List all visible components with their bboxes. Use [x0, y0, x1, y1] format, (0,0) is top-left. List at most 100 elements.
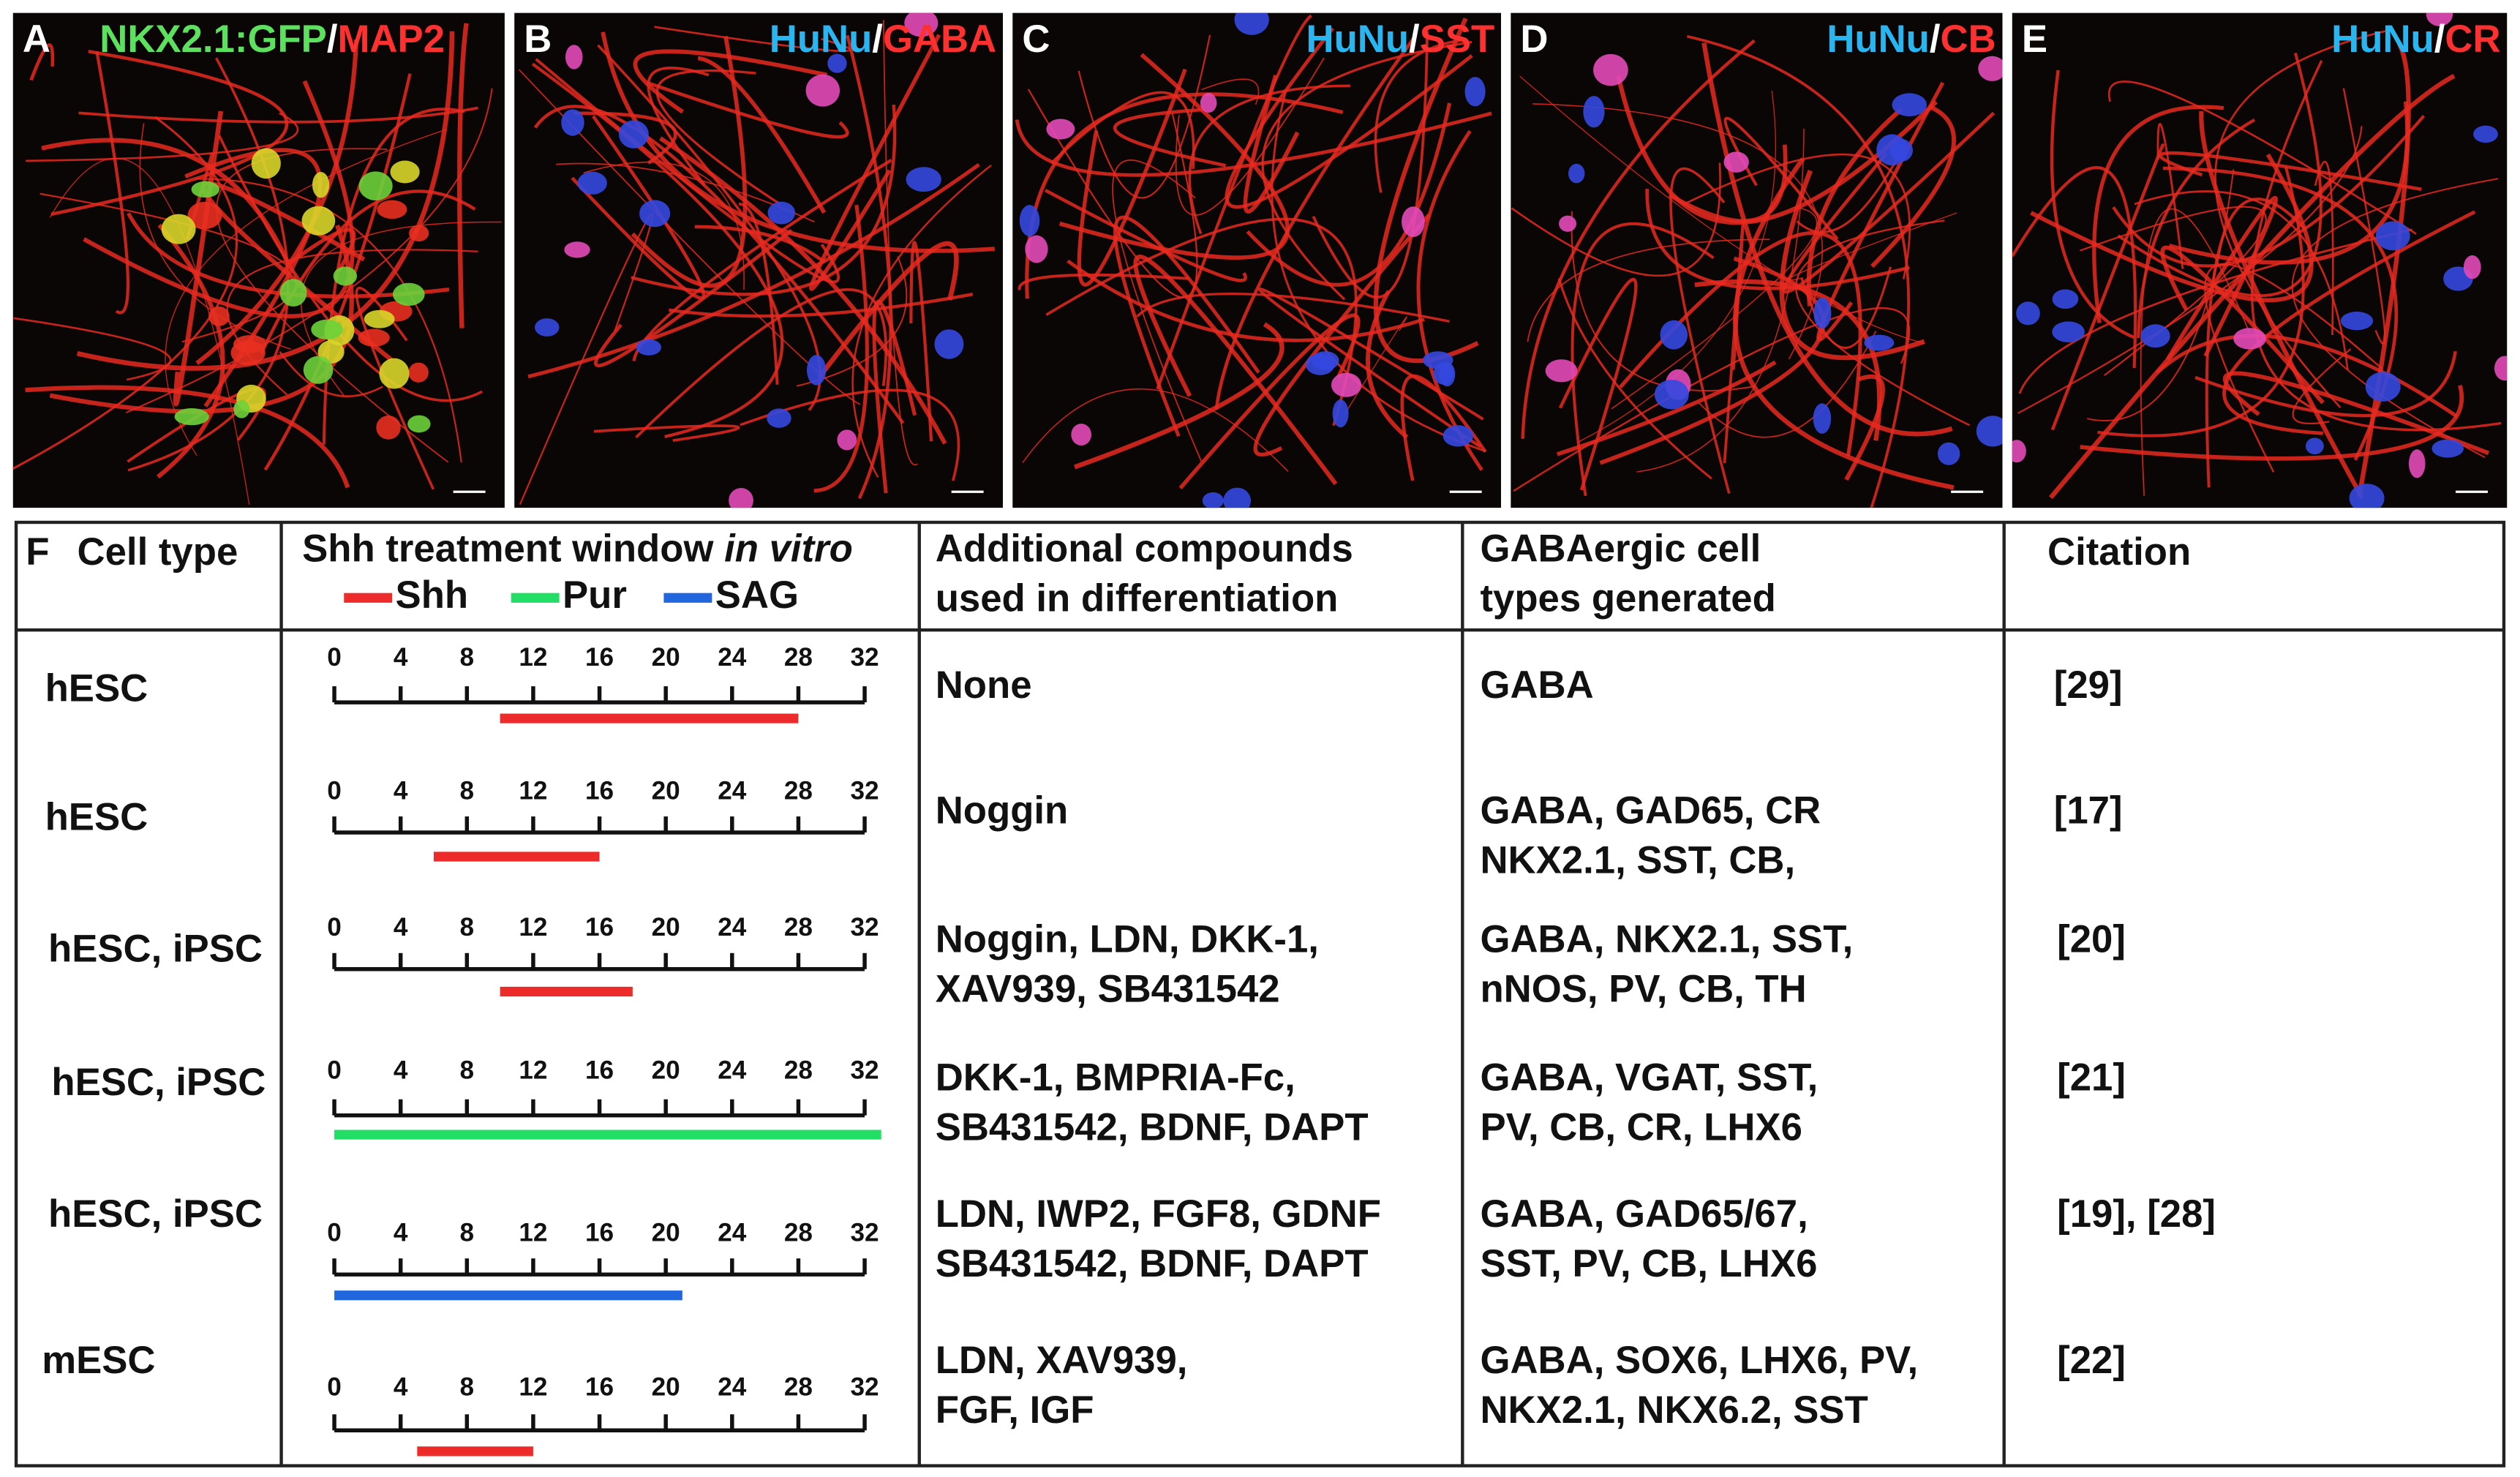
neurite	[1619, 231, 1862, 456]
neurite	[654, 26, 851, 53]
tick-label: 20	[652, 1219, 680, 1247]
neurite	[2050, 69, 2135, 339]
neurite	[1698, 331, 1877, 438]
neurite	[2080, 385, 2464, 461]
cell-body	[1046, 119, 1075, 140]
cell-body	[333, 266, 358, 286]
citation: [22]	[2057, 1339, 2126, 1382]
neurite	[1844, 374, 1885, 481]
neurite	[1723, 116, 1839, 240]
cell-body	[618, 120, 649, 149]
cell-body	[807, 355, 827, 386]
tick-label: 8	[460, 913, 475, 942]
cell-body	[301, 206, 336, 236]
neurite	[279, 351, 383, 397]
cell-body	[2233, 328, 2266, 350]
neurite	[647, 80, 849, 139]
micrograph-content	[1012, 12, 1502, 508]
neurite	[1243, 74, 1300, 214]
compounds: SB431542, BDNF, DAPT	[936, 1105, 1369, 1149]
cell-body	[1654, 379, 1689, 410]
neurite	[78, 106, 478, 124]
tick-label: 32	[851, 1372, 879, 1401]
neurite	[2160, 245, 2325, 405]
cell-body	[805, 74, 840, 107]
neurite	[2117, 52, 2322, 298]
cell-body	[934, 329, 964, 359]
citation: [21]	[2057, 1056, 2126, 1099]
cell-body	[161, 214, 196, 244]
micrograph: A NKX2.1:GFP/MAP2	[12, 12, 505, 508]
neurite	[527, 163, 980, 379]
cell-body	[827, 53, 847, 73]
neurite	[1246, 102, 1452, 287]
tick-label: 8	[460, 1372, 475, 1401]
cell-body	[1234, 12, 1269, 35]
cell-body	[1464, 77, 1486, 107]
neurite	[518, 69, 861, 405]
tick-label: 24	[718, 1372, 747, 1401]
column-header: GABAergic cell	[1480, 527, 1761, 570]
compounds: Noggin, LDN, DKK-1,	[936, 917, 1319, 961]
neurite	[1113, 108, 1227, 168]
neurite	[1557, 278, 1712, 480]
tick-label: 12	[519, 913, 547, 942]
generated-types: GABA, GAD65, CR	[1480, 789, 1821, 833]
tick-label: 28	[784, 1372, 813, 1401]
label-part: MAP2	[337, 18, 444, 61]
cell-body	[1978, 56, 2003, 81]
neurite	[2097, 166, 2305, 437]
cell-body	[906, 167, 941, 192]
cell-body	[377, 200, 407, 219]
tick-label: 4	[394, 1372, 408, 1401]
cell-body	[2365, 372, 2401, 402]
tick-label: 20	[652, 913, 680, 942]
cell-body	[2375, 221, 2410, 251]
neurite	[1018, 273, 1189, 290]
neurite	[2166, 195, 2278, 361]
neurite	[1271, 91, 1486, 453]
cell-body	[2494, 356, 2508, 381]
neurite	[1214, 37, 1415, 410]
cell-body	[2012, 440, 2026, 463]
cell-body	[1813, 297, 1832, 328]
neurite	[813, 204, 869, 493]
neurite	[846, 34, 892, 500]
neurite	[631, 104, 897, 296]
neurite	[2222, 210, 2476, 435]
cell-body	[409, 225, 429, 242]
panel-label: HuNu/SST	[1306, 18, 1495, 61]
tick-label: 4	[394, 1219, 408, 1247]
neurite	[2194, 350, 2457, 418]
neurite	[195, 178, 462, 463]
micrograph: B HuNu/GABA	[514, 12, 1003, 508]
neurite	[1374, 39, 1462, 193]
neurite	[2050, 143, 2164, 431]
panel-label: HuNu/CR	[2331, 18, 2500, 61]
neurite	[49, 157, 250, 506]
cell-body	[1568, 163, 1585, 184]
neurite	[1136, 292, 1450, 323]
tick-label: 28	[784, 776, 813, 805]
panel-letter: C	[1022, 18, 1050, 61]
cell-body	[379, 358, 410, 389]
neurite	[1645, 189, 1910, 290]
micrograph-background	[12, 12, 505, 508]
generated-types: GABA, VGAT, SST,	[1480, 1056, 1818, 1099]
neurite	[1175, 57, 1325, 216]
cell-body	[1402, 206, 1425, 238]
tick-label: 24	[718, 643, 747, 672]
tick-label: 12	[519, 1219, 547, 1247]
neurite	[1366, 290, 1409, 439]
label-part: HuNu	[770, 18, 873, 61]
neurite	[694, 225, 826, 264]
tick-label: 24	[718, 776, 747, 805]
generated-types: GABA, NKX2.1, SST,	[1480, 917, 1853, 961]
cell-body	[1545, 359, 1578, 383]
cell-body	[376, 416, 401, 440]
neurite	[83, 80, 355, 319]
neurite	[1795, 219, 1971, 426]
cell-type: hESC, iPSC	[51, 1061, 266, 1104]
compounds: LDN, IWP2, FGF8, GDNF	[936, 1192, 1381, 1236]
